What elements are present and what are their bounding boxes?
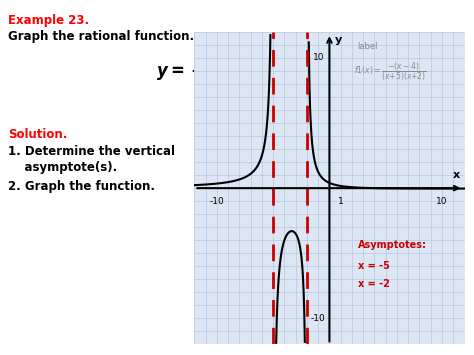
Text: Example 23.: Example 23. (8, 14, 89, 27)
Text: Graph the rational function.: Graph the rational function. (8, 30, 194, 43)
Text: Solution.: Solution. (8, 128, 67, 141)
Text: $f1(x){=}\dfrac{-(x-4)}{(x{+}5)(x{+}2)}$: $f1(x){=}\dfrac{-(x-4)}{(x{+}5)(x{+}2)}$ (354, 61, 427, 83)
Text: label: label (357, 42, 378, 51)
Text: -10: -10 (310, 314, 325, 323)
Text: 2. Graph the function.: 2. Graph the function. (8, 180, 155, 193)
Text: asymptote(s).: asymptote(s). (8, 161, 117, 174)
Text: Asymptotes:: Asymptotes: (357, 240, 427, 250)
Text: 10: 10 (313, 54, 325, 62)
Text: 1: 1 (338, 197, 344, 206)
Text: $\boldsymbol{y = -\dfrac{x-4}{(x+5)(x+2)}}$: $\boldsymbol{y = -\dfrac{x-4}{(x+5)(x+2)… (156, 55, 318, 93)
Text: 10: 10 (436, 197, 448, 206)
Text: y: y (335, 34, 342, 45)
Text: x = -2: x = -2 (357, 279, 390, 289)
Text: -10: -10 (210, 197, 224, 206)
Text: x = -5: x = -5 (357, 261, 390, 271)
Text: x: x (453, 170, 460, 180)
Text: 1. Determine the vertical: 1. Determine the vertical (8, 145, 175, 158)
